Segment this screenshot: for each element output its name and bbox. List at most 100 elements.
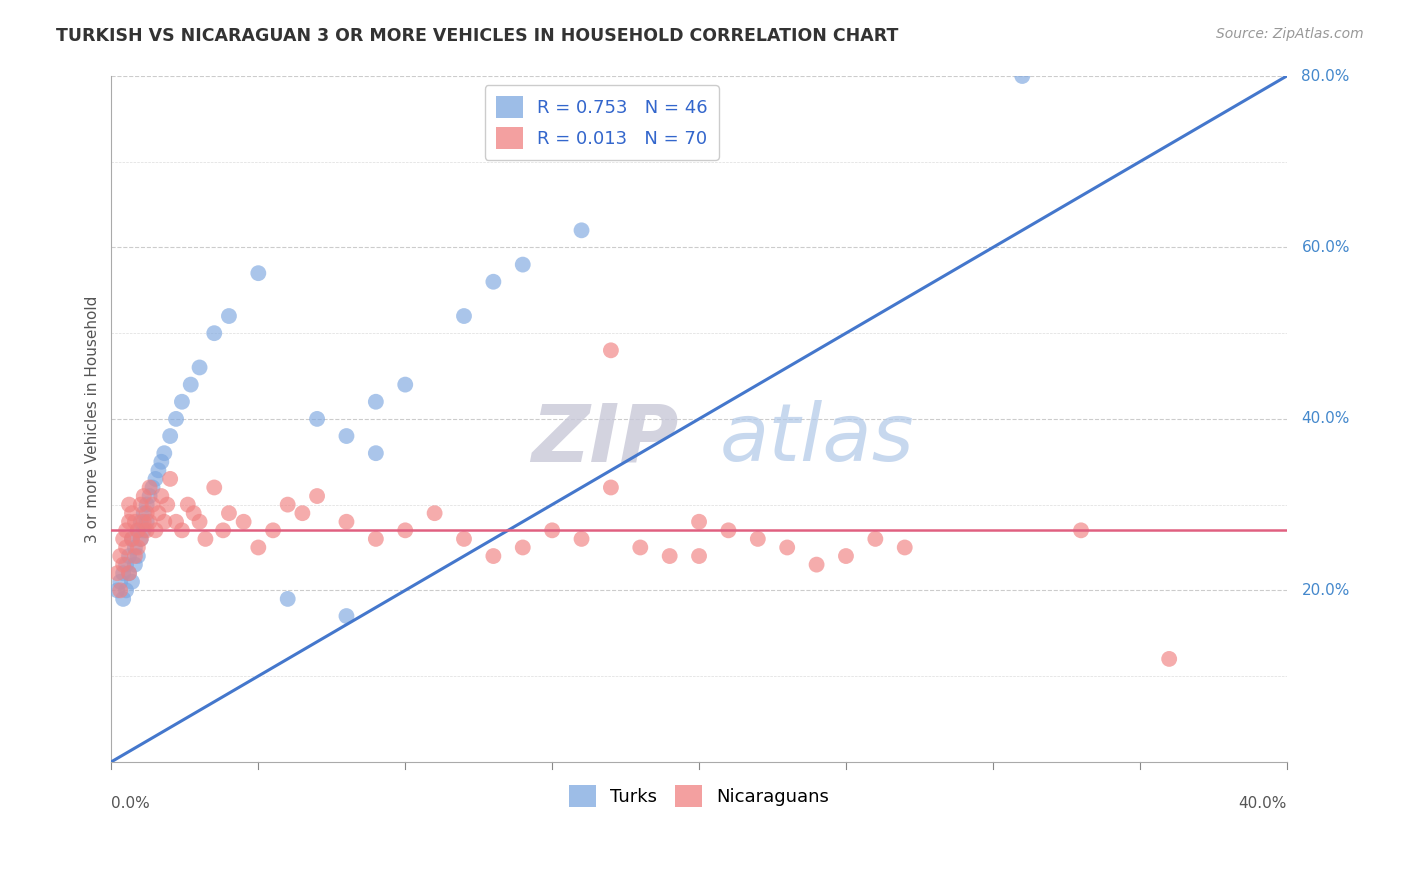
Point: [129, 532, 152, 546]
Point: [110, 583, 132, 598]
Point: [135, 515, 157, 529]
Point: [658, 549, 681, 563]
Point: [194, 532, 217, 546]
Text: 40.0%: 40.0%: [1239, 796, 1286, 811]
Point: [124, 549, 146, 563]
Point: [148, 463, 170, 477]
Point: [423, 506, 446, 520]
Point: [112, 591, 135, 606]
Point: [150, 489, 173, 503]
Point: [135, 498, 157, 512]
Point: [129, 515, 152, 529]
Point: [141, 498, 163, 512]
Point: [218, 309, 240, 323]
Point: [138, 480, 160, 494]
Point: [512, 258, 534, 272]
Point: [112, 558, 135, 572]
Point: [628, 541, 651, 555]
Point: [112, 532, 135, 546]
Point: [247, 266, 270, 280]
Point: [571, 532, 593, 546]
Point: [307, 412, 329, 426]
Point: [132, 524, 155, 538]
Point: [118, 515, 141, 529]
Point: [165, 412, 187, 426]
Point: [571, 223, 593, 237]
Text: ZIP: ZIP: [531, 401, 679, 478]
Point: [124, 515, 146, 529]
Point: [148, 506, 170, 520]
Point: [1159, 652, 1181, 666]
Point: [307, 489, 329, 503]
Point: [138, 515, 160, 529]
Point: [138, 489, 160, 503]
Point: [121, 506, 143, 520]
Text: 0.0%: 0.0%: [111, 796, 150, 811]
Point: [806, 558, 828, 572]
Point: [150, 455, 173, 469]
Point: [180, 377, 202, 392]
Point: [129, 498, 152, 512]
Point: [118, 549, 141, 563]
Point: [453, 532, 475, 546]
Point: [717, 524, 740, 538]
Text: 60.0%: 60.0%: [1302, 240, 1350, 255]
Point: [835, 549, 858, 563]
Point: [112, 566, 135, 581]
Point: [145, 524, 167, 538]
Point: [170, 524, 193, 538]
Point: [141, 480, 163, 494]
Point: [335, 429, 357, 443]
Point: [364, 446, 387, 460]
Point: [482, 275, 505, 289]
Text: 20.0%: 20.0%: [1302, 582, 1350, 598]
Point: [277, 498, 299, 512]
Point: [153, 515, 176, 529]
Point: [129, 532, 152, 546]
Point: [118, 566, 141, 581]
Point: [105, 566, 128, 581]
Point: [135, 506, 157, 520]
Point: [512, 541, 534, 555]
Point: [335, 515, 357, 529]
Text: atlas: atlas: [720, 401, 914, 478]
Point: [394, 524, 416, 538]
Point: [145, 472, 167, 486]
Point: [291, 506, 314, 520]
Point: [277, 591, 299, 606]
Point: [127, 541, 149, 555]
Point: [1011, 69, 1033, 83]
Point: [115, 541, 138, 555]
Point: [159, 472, 181, 486]
Point: [127, 524, 149, 538]
Point: [118, 566, 141, 581]
Point: [115, 524, 138, 538]
Point: [121, 532, 143, 546]
Point: [121, 532, 143, 546]
Point: [115, 583, 138, 598]
Point: [394, 377, 416, 392]
Point: [688, 549, 710, 563]
Point: [110, 549, 132, 563]
Point: [335, 609, 357, 624]
Point: [212, 524, 235, 538]
Point: [247, 541, 270, 555]
Point: [688, 515, 710, 529]
Point: [132, 506, 155, 520]
Point: [153, 446, 176, 460]
Text: 40.0%: 40.0%: [1302, 411, 1350, 426]
Point: [170, 394, 193, 409]
Text: Source: ZipAtlas.com: Source: ZipAtlas.com: [1216, 27, 1364, 41]
Point: [600, 343, 623, 358]
Point: [188, 360, 211, 375]
Point: [156, 498, 179, 512]
Point: [541, 524, 564, 538]
Text: 80.0%: 80.0%: [1302, 69, 1350, 84]
Point: [127, 524, 149, 538]
Point: [202, 480, 225, 494]
Point: [159, 429, 181, 443]
Point: [232, 515, 254, 529]
Point: [135, 524, 157, 538]
Point: [132, 515, 155, 529]
Point: [177, 498, 200, 512]
